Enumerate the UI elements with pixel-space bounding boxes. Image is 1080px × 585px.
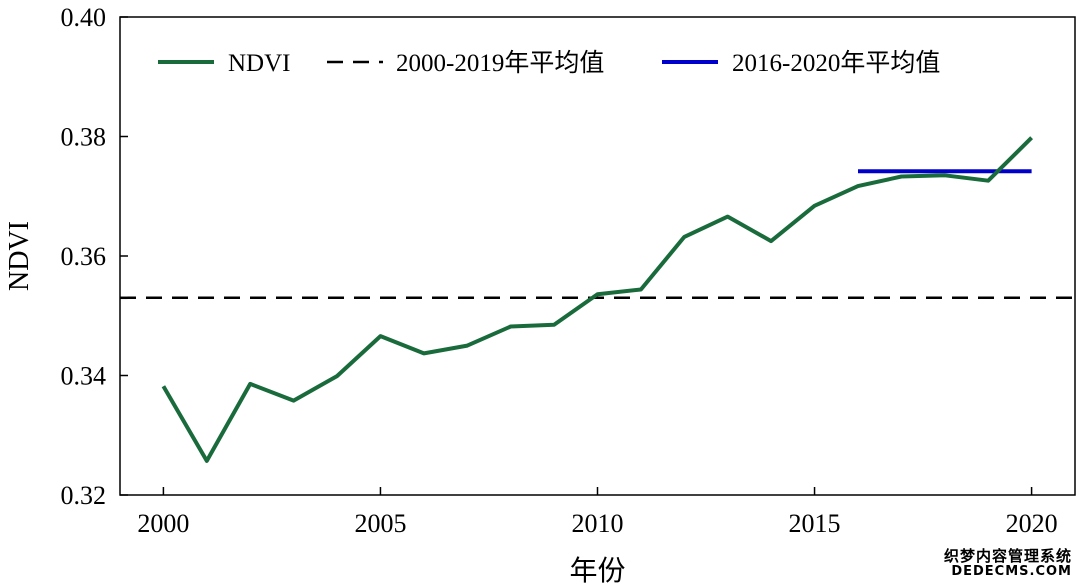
axis-ticks: 2000 2005 2010 2015 2020 0.32 0.34 0.36 0.38 0.40	[61, 3, 1058, 538]
y-tick-label: 0.38	[61, 123, 107, 152]
x-tick-label: 2000	[137, 509, 189, 538]
series-line-0	[161, 136, 1034, 463]
watermark: 织梦内容管理系统 DEDECMS.COM	[944, 548, 1072, 579]
x-tick-label: 2005	[354, 509, 406, 538]
x-axis-title: 年份	[569, 555, 625, 585]
plot-frame	[119, 16, 1076, 496]
y-axis-title: NDVI	[4, 221, 35, 291]
y-tick-label: 0.32	[61, 481, 107, 510]
legend: NDVI 2000-2019年平均值 2016-2020年平均值	[158, 49, 940, 77]
watermark-line2: DEDECMS.COM	[951, 563, 1072, 579]
y-tick-label: 0.40	[61, 3, 107, 32]
legend-label-2: 2016-2020年平均值	[732, 49, 940, 77]
watermark-line1: 织梦内容管理系统	[943, 547, 1072, 566]
legend-label-1: 2000-2019年平均值	[396, 49, 604, 77]
legend-label-0: NDVI	[228, 50, 291, 77]
y-tick-label: 0.36	[61, 242, 107, 271]
plot-border	[119, 16, 1076, 496]
x-tick-label: 2015	[789, 509, 841, 538]
x-tick-label: 2010	[572, 509, 624, 538]
series-group	[120, 136, 1075, 463]
y-tick-label: 0.34	[61, 362, 107, 391]
x-tick-label: 2020	[1006, 509, 1058, 538]
